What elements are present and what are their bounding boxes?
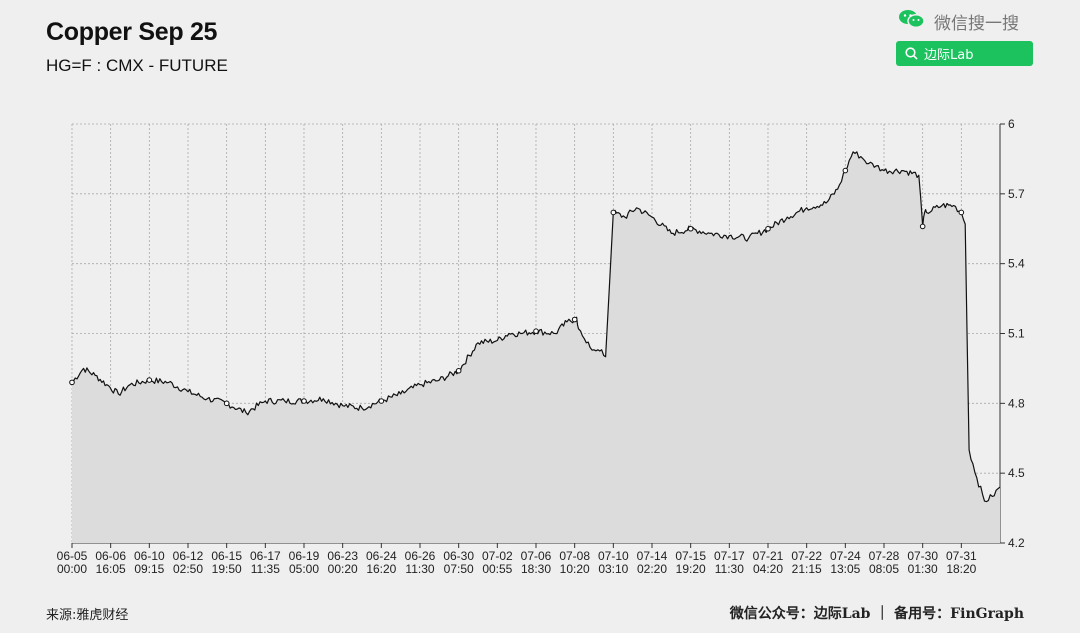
x-tick-label-date: 07-02: [482, 549, 513, 563]
x-tick-label-time: 10:20: [560, 562, 590, 576]
x-tick-label-date: 06-30: [443, 549, 474, 563]
session-marker: [765, 225, 771, 232]
x-tick-label-date: 06-19: [289, 549, 320, 563]
session-marker: [301, 398, 307, 404]
x-tick-label-time: 00:00: [57, 562, 87, 576]
chart-title: Copper Sep 25: [46, 18, 218, 46]
x-tick-label-time: 02:20: [637, 562, 667, 576]
x-tick-label-time: 13:05: [830, 562, 860, 576]
x-tick-label-time: 02:50: [173, 562, 203, 576]
x-tick-label-date: 06-24: [366, 549, 397, 563]
x-tick-label-date: 07-08: [559, 549, 590, 563]
session-marker: [610, 209, 617, 216]
search-text: 边际Lab: [924, 48, 974, 63]
y-tick-label: 4.5: [1008, 466, 1025, 480]
session-marker: [223, 400, 230, 407]
x-tick-label-time: 00:55: [482, 562, 512, 576]
x-tick-label-date: 07-17: [714, 549, 745, 563]
x-tick-label-time: 19:20: [676, 562, 706, 576]
search-box[interactable]: 边际Lab: [896, 41, 1033, 66]
session-marker: [687, 225, 694, 232]
x-tick-label-date: 06-05: [57, 549, 88, 563]
x-tick-label-date: 07-14: [637, 549, 668, 563]
x-tick-label-date: 06-17: [250, 549, 281, 563]
x-tick-label-time: 16:05: [96, 562, 126, 576]
session-marker: [958, 209, 965, 216]
session-marker: [919, 223, 926, 230]
wechat-search-brand: 微信搜一搜: [898, 9, 1019, 34]
wechat-icon: [898, 9, 926, 33]
x-tick-label-date: 07-24: [830, 549, 861, 563]
credit-note: 微信公众号：边际Lab ｜ 备用号：FinGraph: [729, 606, 1024, 622]
wechat-search-label: 微信搜一搜: [934, 13, 1019, 34]
x-tick-label-time: 11:30: [405, 562, 434, 576]
x-tick-label-time: 03:10: [598, 562, 628, 576]
session-marker: [842, 167, 849, 174]
y-tick-label: 5.4: [1008, 257, 1025, 271]
x-tick-label-date: 07-31: [946, 549, 977, 563]
x-tick-label-time: 11:30: [715, 562, 744, 576]
search-icon: [905, 47, 918, 60]
y-tick-label: 6: [1008, 117, 1015, 131]
x-tick-label-date: 07-06: [521, 549, 552, 563]
session-marker: [455, 367, 462, 374]
x-tick-label-date: 07-30: [907, 549, 938, 563]
x-tick-label-time: 07:50: [444, 562, 474, 576]
x-tick-label-time: 08:05: [869, 562, 899, 576]
price-area: [72, 151, 1000, 543]
x-tick-label-time: 18:20: [946, 562, 976, 576]
x-tick-label-time: 01:30: [908, 562, 938, 576]
x-tick-label-time: 09:15: [134, 562, 164, 576]
x-tick-label-date: 06-12: [173, 549, 204, 563]
x-tick-label-time: 18:30: [521, 562, 551, 576]
x-tick-label-time: 16:20: [366, 562, 396, 576]
x-tick-label-date: 07-21: [753, 549, 784, 563]
session-marker: [571, 316, 578, 323]
source-note: 来源:雅虎财经: [46, 608, 129, 623]
x-tick-label-time: 05:00: [289, 562, 319, 576]
x-tick-label-time: 21:15: [792, 562, 822, 576]
y-tick-label: 4.8: [1008, 396, 1025, 410]
x-tick-label-time: 04:20: [753, 562, 783, 576]
x-tick-label-time: 19:50: [212, 562, 242, 576]
session-marker: [378, 398, 385, 404]
x-tick-label-time: 11:35: [251, 562, 280, 576]
x-tick-label-date: 06-23: [327, 549, 358, 563]
x-tick-label-date: 07-28: [869, 549, 900, 563]
x-tick-label-date: 06-15: [211, 549, 242, 563]
session-marker: [533, 328, 539, 334]
ticker-subtitle: HG=F : CMX - FUTURE: [46, 56, 228, 75]
x-tick-label-date: 07-10: [598, 549, 629, 563]
x-tick-label-time: 00:20: [328, 562, 358, 576]
x-tick-label-date: 06-10: [134, 549, 165, 563]
x-tick-label-date: 07-22: [791, 549, 822, 563]
session-marker: [69, 379, 75, 386]
y-tick-label: 5.7: [1008, 187, 1025, 201]
price-line: [71, 151, 1001, 503]
x-tick-label-date: 07-15: [675, 549, 706, 563]
session-marker: [146, 377, 153, 383]
x-tick-label-date: 06-06: [95, 549, 126, 563]
y-tick-label: 4.2: [1008, 536, 1025, 550]
x-tick-label-date: 06-26: [405, 549, 436, 563]
y-tick-label: 5.1: [1008, 327, 1025, 341]
